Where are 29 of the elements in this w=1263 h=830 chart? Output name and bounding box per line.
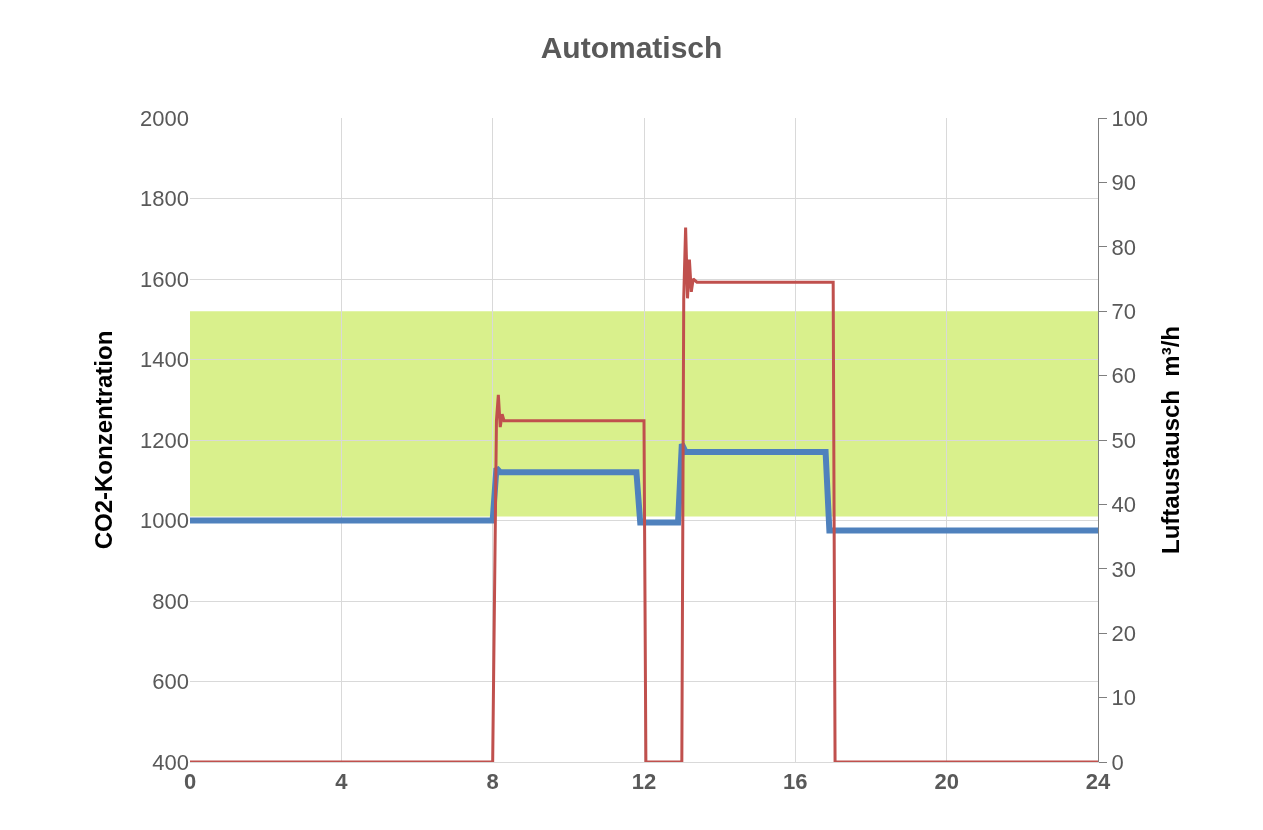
y-tick-label: 1600 — [140, 266, 189, 292]
line-series — [190, 225, 1098, 762]
y2-tick-label: 90 — [1111, 170, 1136, 196]
x-tick-label: 16 — [783, 769, 808, 795]
y-tick-label: 800 — [152, 588, 189, 614]
x-tick-label: 24 — [1085, 769, 1111, 795]
y2-tick-label: 50 — [1111, 427, 1136, 453]
y-tick-label: 1400 — [140, 347, 189, 373]
y-tick-label: 1800 — [140, 186, 189, 212]
y-tick-label: 1200 — [140, 427, 189, 453]
y2-tick-label: 30 — [1111, 556, 1136, 582]
y2-axis-title: Luftaustausch m³/h — [1157, 325, 1185, 555]
x-tick-label: 20 — [934, 769, 959, 795]
chart-title: Automatisch — [540, 31, 723, 65]
y2-tick-label: 100 — [1111, 105, 1149, 131]
y2-tick-label: 60 — [1111, 363, 1136, 389]
y-tick-label: 1000 — [140, 508, 189, 534]
y2-tick-label: 40 — [1111, 492, 1136, 518]
y2-tick-label: 80 — [1111, 234, 1136, 260]
x-tick-label: 4 — [335, 769, 349, 795]
y-tick-label: 600 — [152, 669, 189, 695]
y2-tick-label: 70 — [1111, 298, 1136, 324]
y2-tick-label: 20 — [1111, 620, 1136, 646]
y2-tick-label: 10 — [1111, 685, 1136, 711]
x-tick-label: 8 — [486, 769, 499, 795]
x-tick-label: 12 — [631, 769, 657, 795]
y-axis-title: CO2-Konzentration — [90, 330, 118, 550]
y2-tick-label: 0 — [1111, 749, 1124, 775]
y-tick-label: 2000 — [140, 105, 189, 131]
